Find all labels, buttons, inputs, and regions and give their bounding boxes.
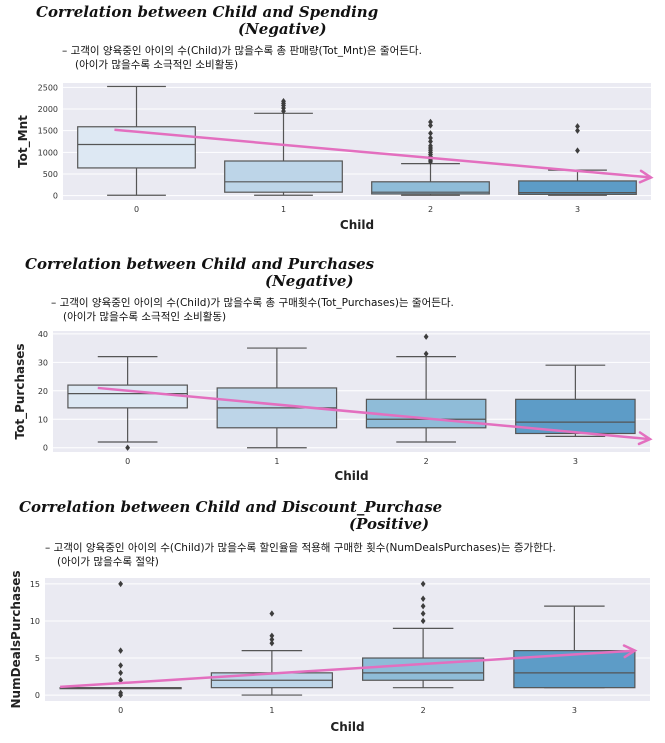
x-axis-title: Child [340,218,374,232]
trend-arrow-line [114,128,652,179]
chart-subtitle: (Positive) [349,515,430,533]
y-tick-label: 40 [38,330,48,339]
outlier-point [420,602,426,610]
y-tick-label: 1500 [38,127,58,136]
y-axis-title: Tot_Purchases [13,343,28,439]
outlier-point [125,444,131,451]
boxplot-spending: 0 500 1000 1500 2000 2500 0 1 2 3 Child Tot_Mnt [16,83,654,232]
x-tick-label: 1 [281,205,286,214]
outlier-point [269,632,275,639]
chart-title: Correlation between Child and Spending [36,3,379,21]
y-tick-label: 20 [38,387,48,396]
chart-subtitle: (Negative) [238,20,327,38]
box-0 [77,85,196,196]
x-tick-label: 0 [134,205,139,214]
y-axis-title: Tot_Mnt [16,115,31,168]
outlier-point [575,127,580,134]
chart-subtitle: (Negative) [265,272,354,290]
box-3 [518,123,637,196]
trend-arrow-line [60,649,635,689]
outlier-point [118,677,124,684]
outlier-point [269,640,275,647]
chart-title: Correlation between Child and Discount_P… [19,498,443,516]
outlier-point [281,98,286,105]
box-3 [515,364,636,437]
chart-note: – 고객이 양육중인 아이의 수(Child)가 많을수록 총 판매량(Tot_… [62,45,422,57]
trend-arrow-head [637,431,653,446]
outlier-point [428,134,433,142]
outlier-point [118,669,124,677]
chart-note: – 고객이 양육중인 아이의 수(Child)가 많을수록 총 구매횟수(Tot… [51,297,454,309]
y-tick-label: 2000 [38,105,58,114]
outlier-point [118,580,124,588]
y-tick-label: 10 [30,617,40,626]
y-tick-label: 500 [43,170,58,179]
x-tick-label: 0 [125,457,130,466]
trend-arrow-head [638,169,654,184]
outlier-point [269,636,275,643]
chart-note-sub: (아이가 많을수록 절약) [57,556,159,568]
x-tick-label: 2 [428,205,433,214]
outlier-point [420,580,426,588]
outlier-point [575,123,580,130]
x-tick-label: 1 [269,706,274,715]
box-iqr [224,160,343,193]
box-0 [67,356,188,451]
boxplot-purchases: 0 10 20 30 40 0 1 2 3 Child Tot_Purchases [13,330,653,483]
x-tick-label: 3 [573,457,578,466]
outlier-point [118,689,124,697]
chart-title: Correlation between Child and Purchases [25,255,375,273]
box-2 [362,580,485,689]
outlier-point [428,138,433,145]
outlier-point [420,595,426,602]
box-iqr [371,181,490,195]
y-tick-label: 30 [38,358,48,367]
y-tick-label: 15 [30,580,40,589]
y-tick-label: 2500 [38,83,58,92]
outlier-point [423,350,429,357]
x-tick-label: 3 [575,205,580,214]
outlier-point [118,662,124,669]
y-tick-label: 0 [53,192,58,201]
y-axis-title: NumDealsPurchases [9,571,23,709]
box-iqr [518,180,637,195]
y-tick-label: 0 [43,444,48,453]
outlier-point [118,647,124,654]
outlier-point [420,617,426,625]
outlier-point [428,142,433,150]
outlier-point [428,118,433,126]
chart-note-sub: (아이가 많을수록 소극적인 소비활동) [63,311,227,323]
box-iqr [362,657,485,681]
x-tick-label: 2 [421,706,426,715]
x-tick-label: 0 [118,706,123,715]
x-axis-title: Child [330,720,364,734]
box-0 [59,580,182,699]
trend-arrow-line [97,386,651,441]
y-tick-label: 1000 [38,148,58,157]
outlier-point [575,147,580,154]
box-1 [224,98,343,196]
outlier-point [428,130,433,137]
outlier-point [420,610,426,617]
y-tick-label: 5 [35,654,40,663]
box-2 [371,118,490,196]
x-tick-label: 1 [274,457,279,466]
x-axis-title: Child [334,469,368,483]
outlier-point [423,333,429,340]
chart-note: – 고객이 양육중인 아이의 수(Child)가 많을수록 할인율을 적용해 구… [45,542,556,554]
y-tick-label: 0 [35,691,40,700]
outlier-point [269,610,275,617]
chart-note-sub: (아이가 많을수록 소극적인 소비활동) [75,59,239,71]
y-tick-label: 10 [38,415,48,424]
box-iqr [77,126,196,169]
trend-arrow-head [622,644,638,659]
x-tick-label: 2 [424,457,429,466]
x-tick-label: 3 [572,706,577,715]
outlier-point [428,122,433,129]
